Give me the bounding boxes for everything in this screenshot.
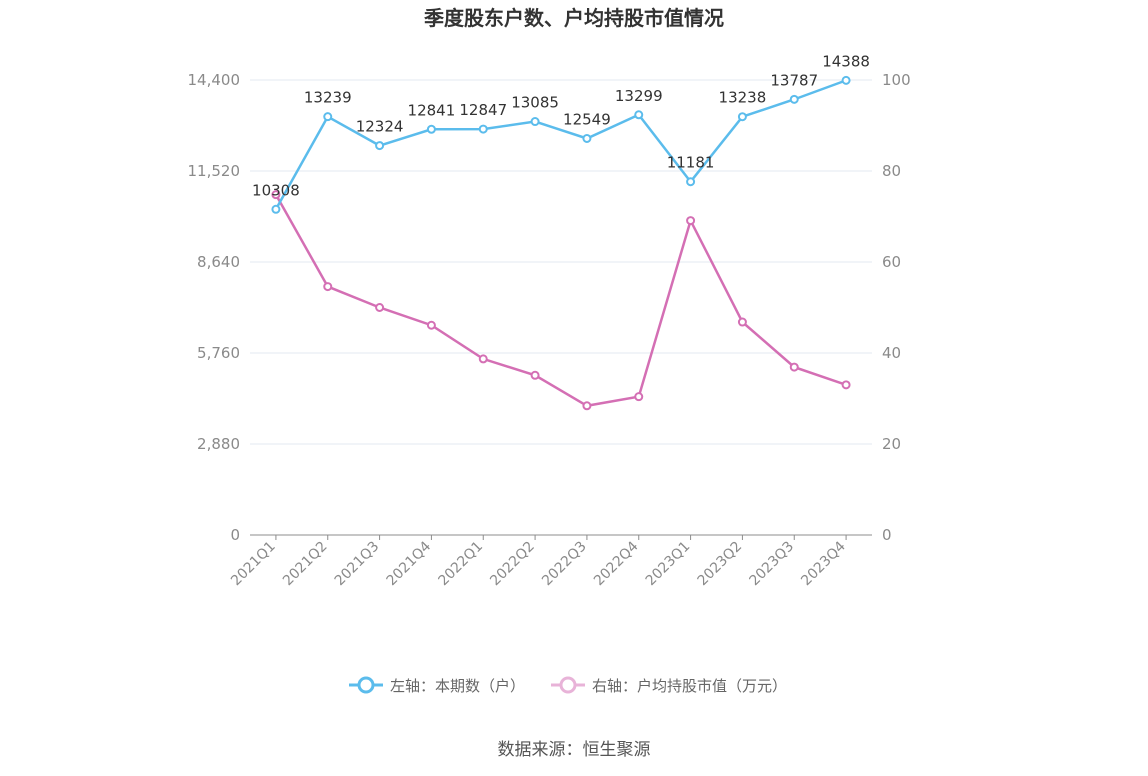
x-tick-label: 2022Q4 — [591, 538, 642, 589]
data-label: 13239 — [304, 89, 352, 107]
data-point[interactable] — [686, 216, 696, 226]
x-tick-label: 2023Q3 — [746, 539, 797, 590]
data-point[interactable] — [789, 94, 799, 104]
grid — [250, 79, 872, 445]
left-tick-label: 8,640 — [197, 253, 240, 271]
data-point[interactable] — [634, 110, 644, 120]
data-label: 11181 — [667, 154, 715, 172]
legend-item-households[interactable]: 左轴：本期数（户） — [349, 676, 525, 695]
right-tick-label: 40 — [882, 344, 901, 362]
right-tick-label: 60 — [882, 253, 901, 271]
legend-label-households: 左轴：本期数（户） — [390, 677, 525, 695]
data-point[interactable] — [841, 75, 851, 85]
data-point[interactable] — [271, 204, 281, 214]
data-point[interactable] — [582, 133, 592, 143]
left-tick-label: 2,880 — [197, 435, 240, 453]
right-tick-label: 100 — [882, 71, 911, 89]
data-label: 13085 — [511, 94, 559, 112]
data-point[interactable] — [530, 117, 540, 127]
data-point[interactable] — [789, 362, 799, 372]
series-avg-value — [271, 190, 851, 411]
left-tick-label: 11,520 — [188, 162, 241, 180]
right-axis: 0 20 40 60 80 100 — [882, 71, 911, 544]
data-point[interactable] — [478, 124, 488, 134]
data-point[interactable] — [737, 317, 747, 327]
left-tick-label: 5,760 — [197, 344, 240, 362]
data-point[interactable] — [478, 354, 488, 364]
legend-marker-households — [357, 676, 375, 694]
legend-item-avg-value[interactable]: 右轴：户均持股市值（万元） — [551, 676, 787, 695]
data-point[interactable] — [582, 401, 592, 411]
x-axis: 2021Q1 2021Q2 2021Q3 2021Q4 2022Q1 2022Q2 2022… — [228, 534, 872, 590]
data-point[interactable] — [426, 320, 436, 330]
data-point[interactable] — [323, 112, 333, 122]
data-label: 12841 — [408, 101, 456, 119]
x-tick-label: 2021Q4 — [384, 538, 435, 589]
data-label: 13787 — [770, 71, 818, 89]
data-point[interactable] — [375, 141, 385, 151]
left-axis: 0 2,880 5,760 8,640 11,520 14,400 — [188, 71, 241, 544]
data-point[interactable] — [686, 177, 696, 187]
data-label: 12324 — [356, 118, 404, 136]
legend[interactable]: 左轴：本期数（户） 右轴：户均持股市值（万元） — [349, 676, 787, 695]
x-tick-label: 2022Q3 — [539, 539, 590, 590]
data-point[interactable] — [323, 282, 333, 292]
x-tick-label: 2021Q3 — [332, 539, 383, 590]
chart-title: 季度股东户数、户均持股市值情况 — [423, 6, 724, 30]
x-tick-label: 2021Q2 — [280, 539, 331, 590]
x-tick-label: 2023Q4 — [798, 538, 849, 589]
legend-label-avg-value: 右轴：户均持股市值（万元） — [592, 677, 787, 695]
x-tick-label: 2023Q2 — [695, 539, 746, 590]
data-point[interactable] — [530, 370, 540, 380]
right-tick-label: 0 — [882, 526, 892, 544]
right-tick-label: 80 — [882, 162, 901, 180]
data-label: 13238 — [719, 89, 767, 107]
data-point[interactable] — [737, 112, 747, 122]
legend-marker-avg-value — [559, 676, 577, 694]
x-tick-label: 2023Q1 — [643, 539, 694, 590]
x-tick-label: 2022Q1 — [435, 539, 486, 590]
data-point[interactable] — [426, 124, 436, 134]
series-line — [274, 194, 847, 408]
x-tick-label: 2022Q2 — [487, 539, 538, 590]
data-point[interactable] — [375, 303, 385, 312]
data-label: 12847 — [459, 101, 507, 119]
data-label: 14388 — [822, 52, 870, 70]
data-point[interactable] — [271, 190, 281, 200]
x-tick-label: 2021Q1 — [228, 539, 279, 590]
series-line — [274, 79, 847, 210]
left-tick-label: 14,400 — [188, 71, 241, 89]
data-label: 12549 — [563, 110, 611, 128]
source-note: 数据来源：恒生聚源 — [498, 740, 651, 760]
data-label: 10308 — [252, 181, 300, 199]
data-point[interactable] — [841, 380, 851, 390]
data-label: 13299 — [615, 87, 663, 105]
data-point[interactable] — [634, 392, 644, 402]
left-tick-label: 0 — [230, 526, 240, 544]
right-tick-label: 20 — [882, 435, 901, 453]
